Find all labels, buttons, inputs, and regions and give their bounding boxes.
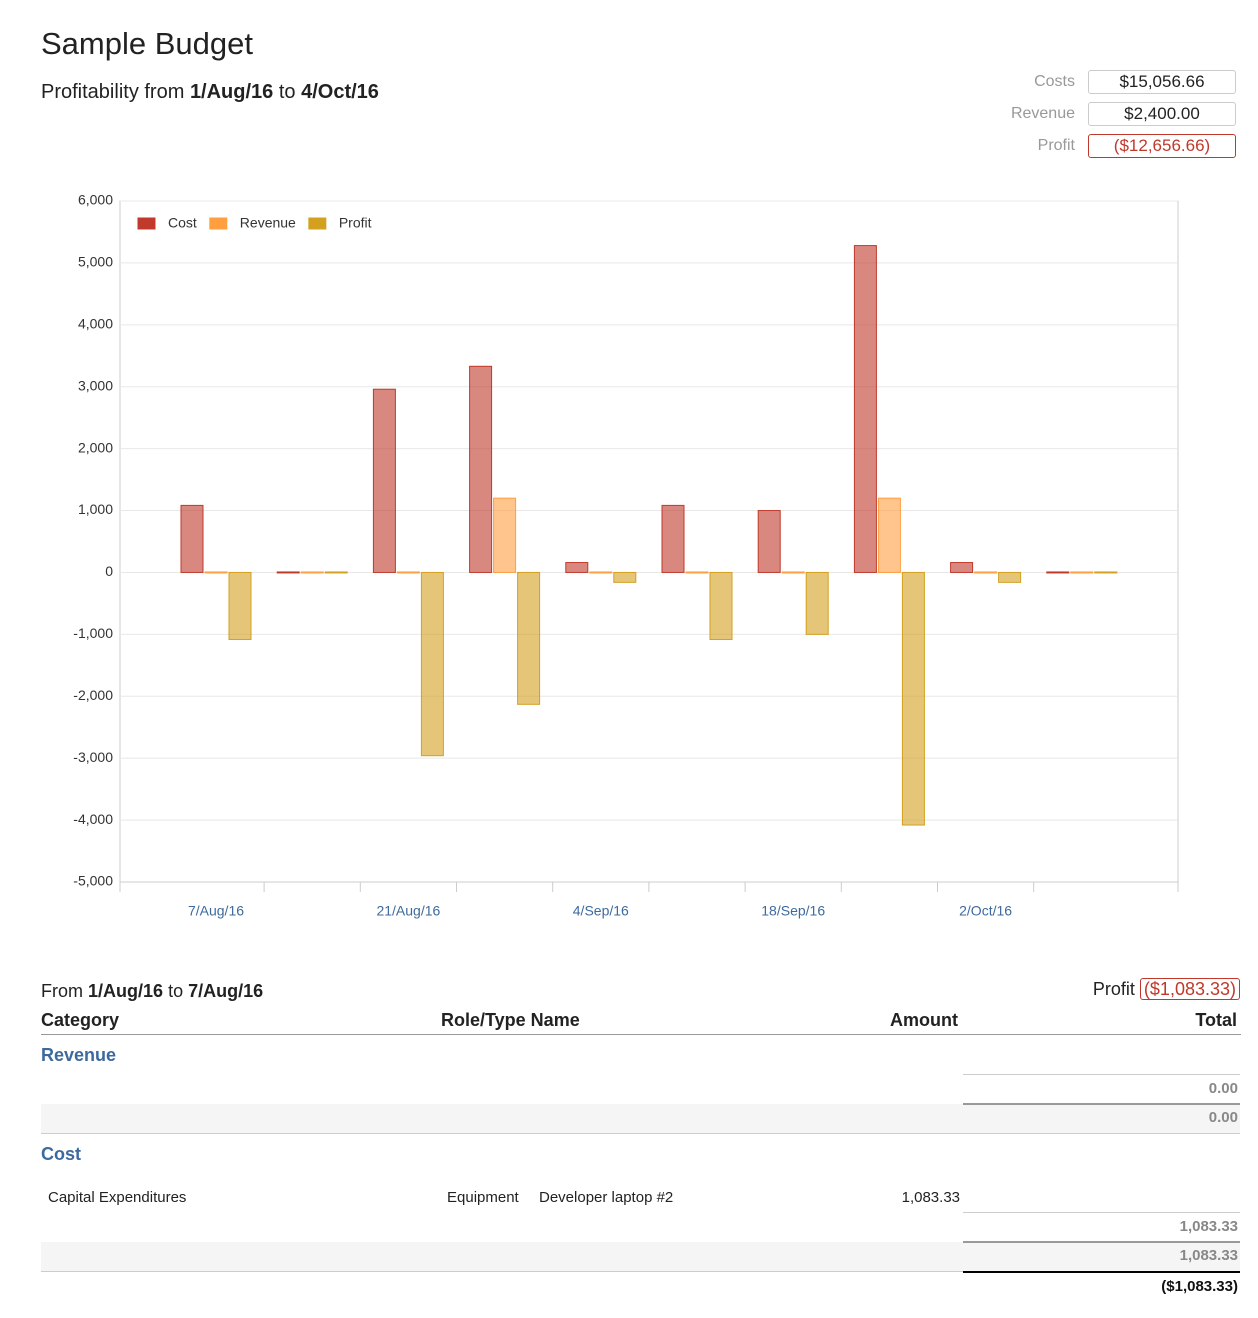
bar [372, 388, 396, 573]
y-tick-label: 3,000 [78, 377, 113, 393]
period-from: 1/Aug/16 [88, 981, 164, 1001]
bar [180, 504, 204, 573]
summary-label: Profit [1037, 137, 1075, 154]
profit-label: Profit [1092, 979, 1135, 999]
page-title: Sample Budget [41, 26, 253, 61]
section-title: Cost [41, 1144, 81, 1164]
bar [613, 571, 637, 583]
y-tick-label: -1,000 [73, 625, 113, 641]
y-tick-label: -5,000 [73, 873, 113, 889]
period: From 1/Aug/16 to 7/Aug/16 [41, 981, 263, 1002]
bar [300, 571, 324, 574]
total-row [41, 1242, 1240, 1272]
column-header: Total [1195, 1010, 1237, 1030]
legend-label: Cost [168, 215, 197, 231]
rule [963, 1241, 1240, 1243]
subtitle-to: to [278, 81, 296, 103]
y-tick-label: -3,000 [73, 749, 113, 765]
bar [565, 562, 589, 573]
x-tick-label: 7/Aug/16 [188, 903, 244, 919]
chart: -5,000 -4,000 -3,000 -2,000 -1,000 0 1,000 2,00… [73, 192, 1179, 919]
y-tick-label: 4,000 [78, 316, 113, 332]
rule [963, 1271, 1240, 1273]
y-tick-label: 1,000 [78, 501, 113, 517]
bar [276, 571, 300, 574]
total-row [41, 1104, 1240, 1134]
bar [950, 562, 974, 573]
rule [963, 1103, 1240, 1105]
bar [589, 571, 613, 574]
period-to-word: to [168, 981, 184, 1001]
bar [1070, 571, 1094, 574]
bar [1046, 571, 1070, 574]
y-tick-label: 0 [105, 563, 113, 579]
bar [757, 510, 781, 573]
column-header: Amount [890, 1010, 958, 1030]
bar [493, 497, 517, 573]
bar [204, 571, 228, 574]
legend-swatch [208, 216, 229, 231]
summary-label: Revenue [1010, 105, 1075, 122]
section-title: Revenue [41, 1045, 117, 1065]
date-to: 4/Oct/16 [301, 81, 379, 103]
bar [228, 571, 252, 641]
profit-value: ($1,083.33) [1139, 978, 1240, 1000]
bar [685, 571, 709, 574]
subtitle: Profitability from 1/Aug/16 to 4/Oct/16 [41, 81, 379, 104]
legend-label: Revenue [240, 215, 296, 231]
bar [974, 571, 998, 574]
bar [517, 571, 541, 705]
rule [963, 1074, 1240, 1075]
bar [877, 497, 901, 573]
subtotal: 0.00 [1208, 1080, 1238, 1097]
bar [781, 571, 805, 574]
bar [469, 365, 493, 573]
summary-value: $15,056.66 [1088, 70, 1236, 94]
section-total: 1,083.33 [1179, 1247, 1238, 1264]
bar [420, 571, 444, 757]
x-tick-label: 2/Oct/16 [959, 903, 1012, 919]
y-tick-label: -2,000 [73, 687, 113, 703]
bar [1094, 571, 1118, 574]
cell: Capital Expenditures [48, 1189, 187, 1206]
x-tick-label: 21/Aug/16 [376, 903, 440, 919]
bar [324, 571, 348, 574]
cell: Developer laptop #2 [539, 1189, 674, 1206]
bar [396, 571, 420, 574]
legend-swatch [307, 216, 328, 231]
cell: 1,083.33 [901, 1189, 960, 1206]
column-header: Category [41, 1010, 120, 1030]
bar [661, 504, 685, 573]
cell: Equipment [447, 1189, 519, 1206]
y-tick-label: -4,000 [73, 811, 113, 827]
legend-swatch [136, 216, 157, 231]
bar [709, 571, 733, 641]
y-tick-label: 6,000 [78, 192, 113, 208]
column-header: Role/Type Name [441, 1010, 580, 1030]
rule [41, 1034, 1241, 1035]
subtotal: 1,083.33 [1179, 1218, 1238, 1235]
legend-label: Profit [339, 215, 372, 231]
date-from: 1/Aug/16 [189, 81, 274, 103]
summary-value: ($12,656.66) [1088, 134, 1236, 158]
grand-total: ($1,083.33) [1161, 1278, 1238, 1295]
period-profit: Profit ($1,083.33) [1092, 978, 1240, 1000]
x-tick-label: 18/Sep/16 [761, 903, 825, 919]
period-prefix: From [41, 981, 83, 1001]
period-to: 7/Aug/16 [188, 981, 264, 1001]
rule [963, 1212, 1240, 1213]
y-tick-label: 5,000 [78, 254, 113, 270]
summary-label: Costs [1034, 73, 1075, 90]
plot-area [119, 200, 1179, 883]
x-tick-label: 4/Sep/16 [573, 903, 629, 919]
y-tick-label: 2,000 [78, 439, 113, 455]
subtitle-prefix: Profitability from [41, 81, 185, 103]
section-total: 0.00 [1208, 1109, 1238, 1126]
summary-value: $2,400.00 [1088, 102, 1236, 126]
bar [853, 245, 877, 573]
bar [998, 571, 1022, 583]
bar [901, 571, 925, 826]
bar [805, 571, 829, 635]
